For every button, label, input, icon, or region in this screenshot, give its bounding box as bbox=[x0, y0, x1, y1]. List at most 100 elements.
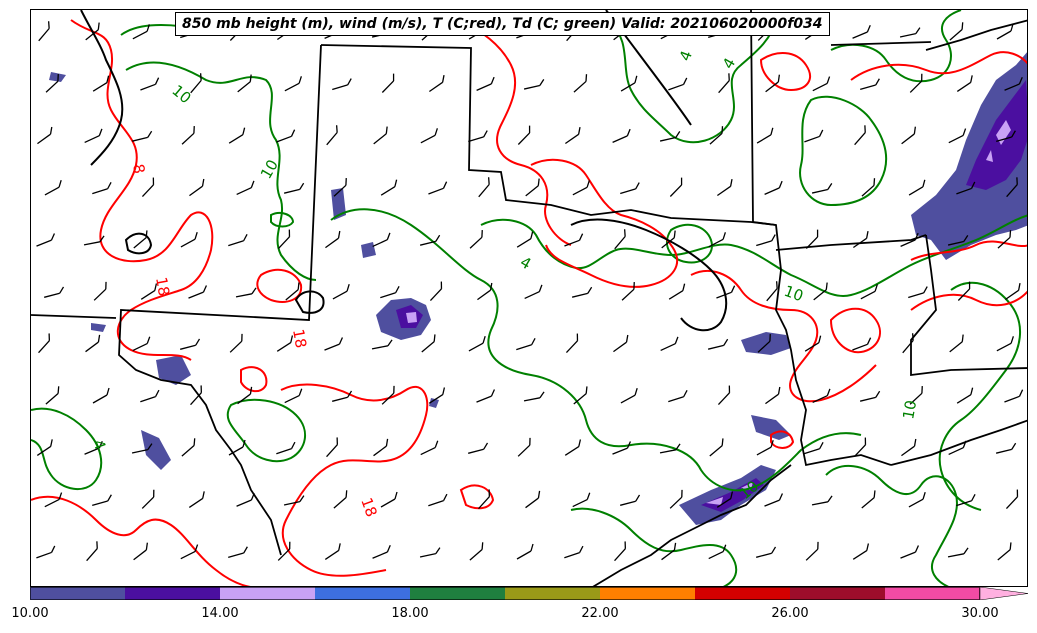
temperature-contour bbox=[280, 383, 429, 577]
wind-barb bbox=[44, 179, 62, 196]
wind-barb bbox=[428, 181, 448, 195]
dewpoint-contour bbox=[480, 214, 1027, 297]
wind-barbs bbox=[36, 21, 1024, 562]
coastline bbox=[890, 419, 1027, 466]
dewpoint-contour bbox=[666, 223, 713, 264]
wind-barb bbox=[84, 128, 103, 144]
temperature-contour bbox=[850, 51, 1027, 81]
colorbar-outline bbox=[30, 587, 980, 600]
wind-barb bbox=[901, 438, 917, 457]
wind-barb bbox=[805, 541, 819, 561]
wind-barb bbox=[756, 127, 774, 144]
dewpoint-contour bbox=[125, 61, 317, 281]
wind-barb bbox=[380, 286, 400, 299]
wind-barb bbox=[854, 125, 866, 146]
dewpoint-contour bbox=[610, 19, 777, 144]
wind-barb bbox=[947, 547, 969, 558]
wind-barb bbox=[429, 75, 445, 93]
wind-barb bbox=[36, 233, 56, 247]
wind-barb bbox=[804, 335, 822, 352]
shading-layer bbox=[49, 52, 1027, 525]
wind-barb bbox=[956, 494, 976, 507]
temperature-contour bbox=[256, 268, 303, 303]
wind-barb bbox=[419, 547, 441, 558]
wind-barb bbox=[573, 386, 588, 405]
wind-barb bbox=[859, 390, 881, 402]
wind-barb bbox=[469, 542, 484, 561]
wind-barb bbox=[37, 126, 53, 145]
wind-barb bbox=[45, 386, 60, 405]
wind-barb bbox=[131, 130, 153, 142]
wind-barb bbox=[141, 177, 155, 198]
wind-barb bbox=[612, 128, 631, 143]
wind-barb bbox=[764, 493, 784, 507]
wind-barb bbox=[140, 77, 160, 91]
wind-barb bbox=[372, 545, 391, 559]
wind-barb bbox=[718, 73, 730, 94]
wind-barb bbox=[236, 493, 255, 507]
border bbox=[320, 44, 777, 226]
wind-barb bbox=[236, 180, 255, 196]
wind-barb bbox=[516, 543, 534, 560]
wind-barb bbox=[756, 439, 774, 456]
colorbar-segment bbox=[125, 587, 221, 600]
wind-barb bbox=[92, 182, 112, 195]
wind-barb bbox=[181, 438, 196, 457]
wind-barb bbox=[228, 127, 246, 144]
wind-barb bbox=[189, 178, 205, 197]
wind-barb bbox=[709, 438, 724, 457]
wind-barb bbox=[478, 489, 491, 510]
dewpoint-contour bbox=[31, 407, 103, 490]
wind-barb bbox=[468, 442, 489, 454]
wind-barb bbox=[765, 386, 781, 405]
wind-barb bbox=[1006, 177, 1018, 198]
wind-barb bbox=[83, 235, 105, 246]
shading-west bbox=[141, 188, 376, 470]
shading-northeast-light bbox=[986, 120, 1011, 162]
wind-barb bbox=[133, 542, 149, 561]
wind-barb bbox=[381, 73, 395, 93]
map-panel: 18 18 18 8 10 10 10 10 10 4 4 4 4 bbox=[30, 9, 1028, 587]
wind-barb bbox=[44, 286, 65, 298]
wind-barb bbox=[284, 388, 303, 404]
shading-lousiana bbox=[741, 332, 791, 440]
wind-barb bbox=[909, 73, 923, 93]
wind-barb bbox=[949, 334, 964, 353]
temperature-contour bbox=[459, 484, 495, 510]
wind-barb bbox=[324, 337, 344, 351]
wind-barb bbox=[276, 129, 296, 143]
wind-barb bbox=[283, 495, 305, 506]
wind-barb bbox=[948, 440, 967, 456]
wind-barb bbox=[277, 229, 291, 250]
wind-barb bbox=[717, 385, 731, 406]
wind-barb bbox=[564, 233, 584, 247]
temperature-contour bbox=[829, 307, 881, 354]
wind-barb bbox=[84, 441, 103, 455]
colorbar-tick-label: 30.00 bbox=[961, 606, 999, 621]
wind-barb bbox=[956, 181, 976, 195]
wind-barb bbox=[660, 336, 679, 352]
wind-barb bbox=[564, 439, 582, 456]
wind-barb bbox=[900, 545, 920, 559]
colorbar bbox=[30, 587, 1028, 600]
wind-barb bbox=[669, 177, 683, 197]
wind-barb bbox=[373, 438, 389, 457]
wind-barb bbox=[93, 281, 107, 301]
wind-barb bbox=[661, 542, 677, 561]
wind-barb bbox=[180, 231, 198, 248]
wind-barb bbox=[1005, 489, 1019, 510]
wind-barb bbox=[428, 493, 448, 507]
wind-barb bbox=[523, 391, 545, 402]
wind-barb bbox=[373, 126, 388, 145]
wind-barb bbox=[38, 333, 51, 354]
temperature-contour bbox=[31, 495, 251, 586]
wind-barb bbox=[995, 442, 1017, 454]
wind-barb bbox=[478, 177, 490, 198]
wind-barb bbox=[614, 541, 627, 562]
coastline bbox=[592, 464, 792, 586]
border bbox=[830, 41, 932, 46]
colorbar-segment bbox=[600, 587, 696, 600]
dewpoint-label: 4 bbox=[517, 253, 534, 273]
temperature-label: 18 bbox=[152, 276, 173, 298]
wind-barb bbox=[757, 333, 771, 353]
